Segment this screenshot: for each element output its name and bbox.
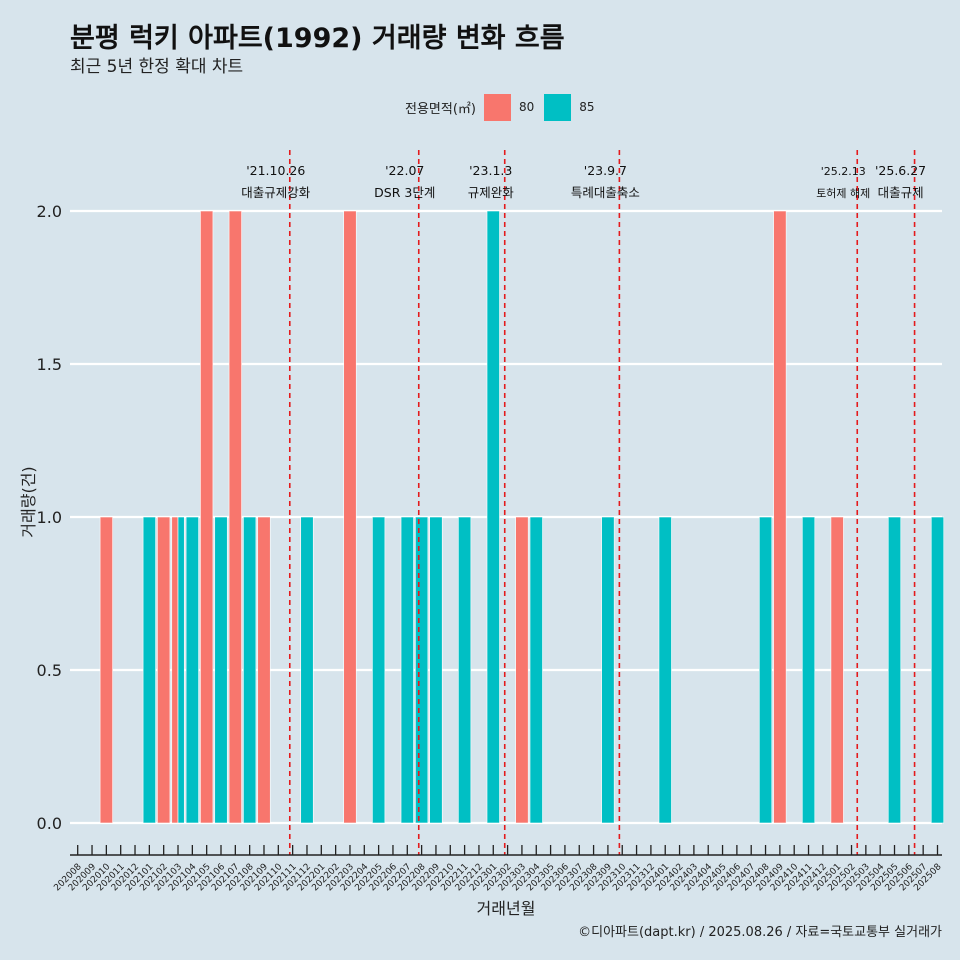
y-tick-label: 2.0: [37, 202, 62, 221]
bar-80-202409: [773, 210, 787, 824]
bar-85-202301: [486, 210, 500, 824]
bar-85-202508: [930, 516, 945, 824]
legend-title: 전용면적(㎡): [405, 101, 476, 117]
bar-80-202105: [200, 210, 214, 824]
chart-subtitle: 최근 5년 한정 확대 차트: [70, 57, 244, 77]
bar-80-202107: [228, 210, 242, 824]
bar-80-202010: [99, 516, 113, 824]
bar-85-202209: [429, 516, 443, 824]
bar-85-202309: [601, 516, 615, 824]
chart-title: 분평 럭키 아파트(1992) 거래량 변화 흐름: [70, 23, 565, 54]
y-axis-title: 거래량(건): [19, 466, 38, 537]
bar-85-202304: [529, 516, 543, 824]
bar-85-202205: [372, 516, 386, 824]
source-caption: ©디아파트(dapt.kr) / 2025.08.26 / 자료=국토교통부 실…: [578, 925, 942, 940]
bar-85-202108: [243, 516, 257, 824]
annotation-date: '22.07: [385, 163, 424, 178]
legend-label-85: 85: [579, 100, 595, 114]
annotation-label: 대출규제강화: [241, 185, 311, 200]
annotation-label: 특례대출축소: [571, 185, 640, 200]
legend-label-80: 80: [518, 100, 535, 114]
annotation-date: '21.10.26: [246, 163, 305, 178]
annotation-label: 대출규제: [878, 185, 924, 200]
bar-85-202104: [185, 516, 199, 824]
bar-80-202102: [157, 516, 171, 824]
bar-80-202203: [343, 210, 357, 824]
y-tick-label: 0.5: [37, 661, 62, 680]
bar-80-202501: [830, 516, 844, 824]
x-axis-title: 거래년월: [477, 899, 536, 918]
bar-80-202303: [515, 516, 529, 824]
bar-85-202103: [177, 516, 185, 824]
bar-85-202401: [658, 516, 672, 824]
bar-85-202207: [400, 516, 414, 824]
bar-80-202109: [257, 516, 271, 824]
bar-85-202101: [142, 516, 156, 824]
bar-85-202106: [214, 516, 228, 824]
legend: 전용면적(㎡) 80 85: [405, 93, 605, 121]
bar-85-202112: [300, 516, 314, 824]
y-tick-label: 1.0: [37, 508, 62, 527]
annotation-label: 규제완화: [468, 185, 515, 200]
bar-85-202505: [887, 516, 902, 824]
annotation-date: '25.6.27: [875, 163, 926, 178]
annotation-label: DSR 3단계: [374, 185, 435, 200]
annotation-date: '25.2.13: [821, 165, 866, 178]
bar-85-202211: [458, 516, 472, 824]
annotation-date: '23.9.7: [584, 163, 627, 178]
annotation-label: 토허제 해제: [816, 186, 870, 200]
bar-85-202408: [758, 516, 773, 824]
legend-key-85: [544, 93, 572, 121]
bar-85-202208: [415, 516, 429, 824]
y-tick-label: 1.5: [37, 355, 62, 374]
bar-80-202103: [171, 516, 179, 824]
annotation-date: '23.1.3: [469, 163, 512, 178]
y-tick-label: 0.0: [37, 814, 62, 833]
bar-85-202411: [801, 516, 816, 824]
legend-key-80: [483, 93, 511, 121]
